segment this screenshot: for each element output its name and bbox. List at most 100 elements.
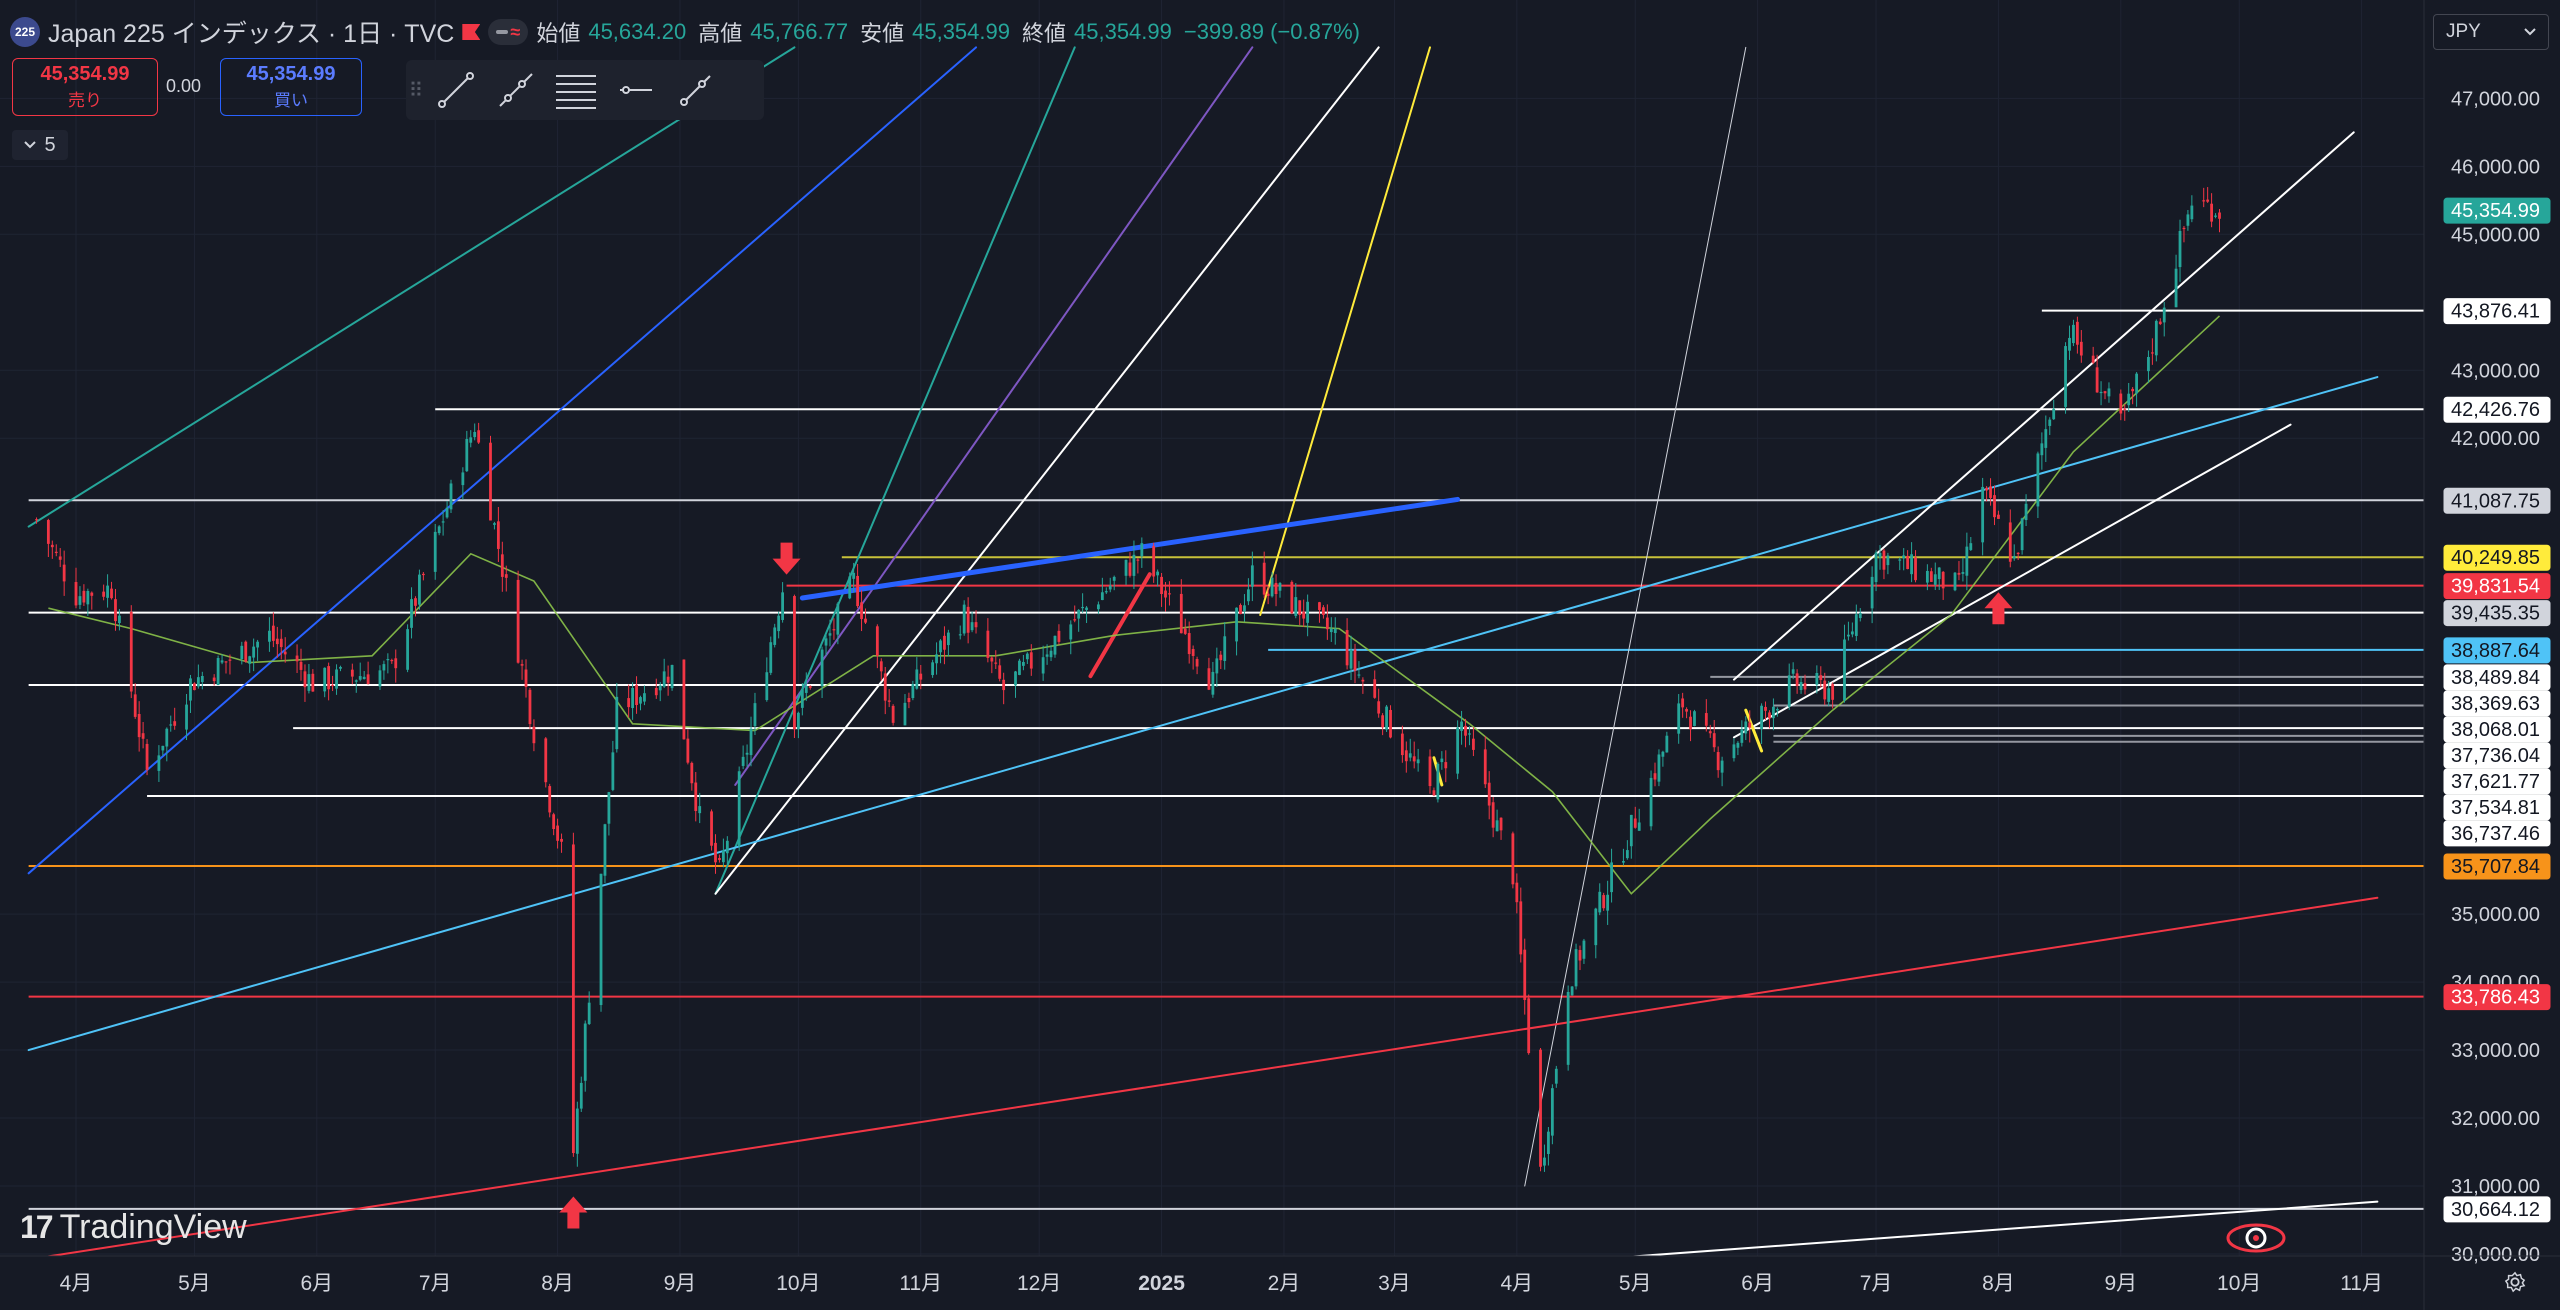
candle — [1373, 679, 1377, 698]
symbol-logo[interactable]: 225 — [10, 17, 40, 47]
trend-line-icon[interactable] — [426, 60, 486, 120]
candle — [1519, 901, 1523, 955]
price-level-label: 37,736.04 — [2451, 745, 2540, 767]
trend-line — [27, 376, 2379, 1052]
candle — [800, 689, 804, 708]
candle — [1550, 1088, 1554, 1136]
candle — [1925, 570, 1929, 583]
candle — [2020, 518, 2024, 551]
candle — [496, 521, 500, 549]
candle — [1318, 602, 1321, 610]
candle — [575, 1108, 579, 1154]
candle — [635, 684, 638, 706]
candle — [974, 622, 978, 628]
candle — [339, 666, 342, 669]
candle — [1870, 576, 1874, 609]
candle — [686, 738, 690, 763]
horizontal-ray-icon[interactable] — [606, 60, 666, 120]
indicators-collapse-button[interactable]: 5 — [12, 130, 68, 160]
settings-gear-icon[interactable] — [2504, 1271, 2526, 1293]
price-axis[interactable]: 47,000.00 46,000.00 45,000.00 43,000.00 42,0… — [2423, 0, 2551, 1310]
candle — [335, 669, 338, 689]
price-tick-label: 33,000.00 — [2451, 1040, 2540, 1062]
candle — [414, 598, 417, 606]
candle — [1302, 611, 1306, 619]
sell-button[interactable]: 45,354.99 売り — [12, 58, 158, 116]
candle — [627, 698, 631, 708]
sell-price: 45,354.99 — [40, 63, 130, 85]
price-level-tag — [2443, 298, 2551, 325]
flag-icon[interactable] — [462, 24, 481, 40]
tradingview-logo[interactable]: 17 TradingView — [20, 1208, 247, 1247]
symbol-title[interactable]: Japan 225 インデックス · 1日 · TVC — [48, 20, 455, 48]
parallel-channel-icon[interactable] — [546, 60, 606, 120]
candle — [1910, 554, 1913, 575]
candle — [394, 658, 398, 669]
candle — [173, 721, 177, 726]
candle — [1223, 636, 1227, 661]
time-tick-label: 10月 — [2217, 1272, 2261, 1295]
trend-line — [1626, 1200, 2379, 1256]
candle — [765, 672, 769, 701]
currency-select[interactable]: JPY — [2433, 14, 2549, 50]
price-level-label: 36,737.46 — [2451, 823, 2540, 845]
candle — [990, 657, 994, 662]
trend-line — [714, 46, 1076, 895]
price-level-label: 43,876.41 — [2451, 301, 2540, 323]
candle — [1487, 782, 1491, 806]
candle — [445, 507, 449, 518]
candle — [1657, 754, 1661, 782]
price-level-tag — [2443, 637, 2551, 664]
price-level-label: 41,087.75 — [2451, 490, 2540, 512]
candle — [1511, 833, 1515, 885]
candle — [721, 850, 725, 863]
drag-handle-icon[interactable]: ⠿ — [408, 79, 424, 102]
candle — [1957, 572, 1961, 575]
replay-icon[interactable] — [2226, 1223, 2286, 1253]
candle — [528, 689, 532, 725]
candle — [2012, 555, 2016, 559]
candle — [2182, 227, 2186, 230]
candle — [1306, 601, 1310, 623]
price-level-tag — [2443, 1196, 2551, 1223]
info-line-icon[interactable] — [666, 60, 726, 120]
candle — [2044, 429, 2048, 448]
candle — [1014, 671, 1017, 686]
candle — [244, 641, 248, 662]
candle — [1345, 630, 1349, 666]
candle — [240, 645, 244, 660]
open-label: 始値 — [536, 21, 581, 46]
price-tick-label: 47,000.00 — [2451, 88, 2540, 110]
candle — [1183, 628, 1187, 634]
candle — [1610, 862, 1613, 893]
candle — [2150, 352, 2154, 354]
price-level-label: 39,435.35 — [2451, 603, 2540, 625]
candle — [1235, 607, 1238, 642]
candle — [1847, 634, 1850, 637]
candle — [1349, 649, 1353, 669]
candle — [832, 629, 836, 631]
candle — [860, 602, 863, 620]
candle — [1543, 1157, 1546, 1166]
candle — [1416, 759, 1420, 764]
candle — [2008, 522, 2012, 562]
indicator-toggle[interactable]: ≈ — [488, 19, 529, 45]
ray-icon[interactable] — [486, 60, 546, 120]
time-tick-label: 7月 — [419, 1272, 452, 1295]
candle — [354, 680, 358, 682]
price-level-label: 38,887.64 — [2451, 640, 2540, 662]
candle — [1025, 653, 1029, 660]
candle — [1819, 675, 1823, 680]
price-level-tag — [2443, 197, 2551, 224]
time-tick-label: 10月 — [776, 1272, 820, 1295]
candle — [915, 669, 919, 689]
candle — [552, 814, 556, 830]
buy-button[interactable]: 45,354.99 買い — [220, 58, 362, 116]
candle — [469, 437, 473, 443]
candle — [102, 591, 106, 597]
candle — [1381, 715, 1385, 728]
high-value: 45,766.77 — [750, 19, 849, 44]
candle — [1653, 773, 1657, 780]
time-axis[interactable]: 4月 5月 6月 7月 8月 9月 10月 11月 12月 2025 2月 3月 4月 5月 6月 7月 8月 9… — [0, 1255, 2560, 1295]
